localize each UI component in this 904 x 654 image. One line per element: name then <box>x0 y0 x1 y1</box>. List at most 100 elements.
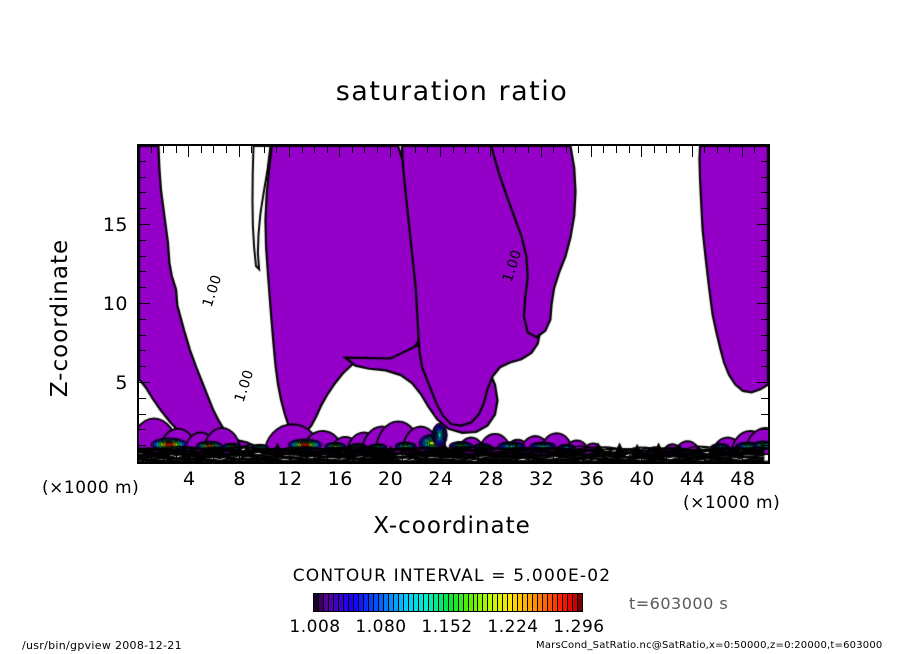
x-axis-tick <box>427 455 429 462</box>
x-axis-tick <box>389 146 391 157</box>
x-axis-tick <box>616 146 618 153</box>
x-axis-tick <box>603 455 605 462</box>
x-axis-tick <box>314 146 316 153</box>
x-axis-tick <box>754 455 756 462</box>
x-axis-tick <box>427 146 429 153</box>
x-axis-tick <box>150 146 152 153</box>
x-axis-unit-left: (×1000 m) <box>42 478 140 498</box>
x-axis-tick <box>351 455 353 462</box>
x-axis-tick <box>515 455 517 462</box>
y-axis-tick <box>139 429 146 431</box>
colorbar-segment <box>478 594 484 611</box>
plot-area <box>137 144 770 464</box>
y-axis-tick-label: 5 <box>115 372 128 394</box>
x-axis-tick <box>288 451 290 462</box>
y-axis-tick <box>761 208 768 210</box>
x-axis-tick-label: 28 <box>478 468 504 490</box>
x-axis-tick <box>188 451 190 462</box>
x-axis-tick-label: 20 <box>378 468 404 490</box>
x-axis-tick <box>326 146 328 153</box>
x-axis-tick <box>301 146 303 153</box>
colorbar-segment <box>508 594 514 611</box>
x-axis-tick <box>553 146 555 153</box>
y-axis-tick <box>139 271 146 273</box>
y-axis-tick <box>139 160 146 162</box>
x-axis-tick-label: 48 <box>730 468 756 490</box>
y-axis-tick <box>139 334 146 336</box>
colorbar-segment <box>323 594 329 611</box>
y-axis-tick <box>761 176 768 178</box>
colorbar-segment <box>503 594 509 611</box>
x-axis-tick <box>540 451 542 462</box>
x-axis-tick-label: 12 <box>277 468 303 490</box>
colorbar-segment <box>398 594 404 611</box>
footer-command-label: /usr/bin/gpview 2008-12-21 <box>22 639 182 652</box>
x-axis-tick <box>527 455 529 462</box>
x-axis-title: X-coordinate <box>373 513 531 539</box>
x-axis-tick <box>175 455 177 462</box>
colorbar-segment <box>448 594 454 611</box>
x-axis-tick <box>490 451 492 462</box>
y-axis-title: Z-coordinate <box>47 238 73 398</box>
x-axis-tick <box>653 455 655 462</box>
x-axis-tick <box>163 455 165 462</box>
y-axis-tick <box>761 239 768 241</box>
colorbar-segment <box>473 594 479 611</box>
colorbar-tick-label: 1.224 <box>487 617 539 637</box>
x-axis-tick <box>163 146 165 153</box>
y-axis-tick <box>761 318 768 320</box>
y-axis-tick <box>761 287 768 289</box>
y-axis-tick <box>761 192 768 194</box>
x-axis-tick <box>490 146 492 157</box>
colorbar-segment <box>563 594 569 611</box>
colorbar-segment <box>523 594 529 611</box>
y-axis-tick <box>761 271 768 273</box>
colorbar-segment <box>314 594 319 611</box>
x-axis-tick <box>213 455 215 462</box>
colorbar-segment <box>328 594 334 611</box>
colorbar-segment <box>363 594 369 611</box>
x-axis-tick <box>628 146 630 153</box>
page-title: saturation ratio <box>335 76 569 107</box>
y-axis-tick <box>139 224 150 225</box>
x-axis-tick <box>364 146 366 153</box>
colorbar-tick-label: 1.152 <box>421 617 473 637</box>
y-axis-tick <box>757 303 768 304</box>
x-axis-tick <box>729 455 731 462</box>
colorbar-segment <box>333 594 339 611</box>
x-axis-tick <box>301 455 303 462</box>
x-axis-tick <box>150 455 152 462</box>
x-axis-tick <box>553 455 555 462</box>
x-axis-tick <box>754 146 756 153</box>
x-axis-unit-right: (×1000 m) <box>683 493 781 513</box>
colorbar-segment <box>528 594 534 611</box>
x-axis-tick <box>226 455 228 462</box>
colorbar-segment <box>493 594 499 611</box>
x-axis-tick <box>502 455 504 462</box>
x-axis-tick <box>477 455 479 462</box>
time-label: t=603000 s <box>629 594 729 613</box>
y-axis-tick <box>139 208 146 210</box>
x-axis-tick <box>678 455 680 462</box>
x-axis-tick <box>377 455 379 462</box>
x-axis-tick <box>678 146 680 153</box>
x-axis-tick-label: 16 <box>327 468 353 490</box>
y-axis-tick <box>139 192 146 194</box>
colorbar-segment <box>378 594 384 611</box>
y-axis-tick <box>761 429 768 431</box>
x-axis-tick <box>578 455 580 462</box>
x-axis-tick <box>339 451 341 462</box>
colorbar-segment <box>533 594 539 611</box>
colorbar-segment <box>413 594 419 611</box>
colorbar-segment <box>353 594 359 611</box>
colorbar-segment <box>368 594 374 611</box>
colorbar-segment <box>343 594 349 611</box>
colorbar-segment <box>498 594 504 611</box>
colorbar-segment <box>453 594 459 611</box>
y-axis-tick <box>139 413 146 415</box>
x-axis-tick <box>590 146 592 157</box>
x-axis-tick <box>364 455 366 462</box>
y-axis-tick <box>139 366 146 368</box>
x-axis-tick <box>716 146 718 153</box>
x-axis-tick <box>540 146 542 157</box>
